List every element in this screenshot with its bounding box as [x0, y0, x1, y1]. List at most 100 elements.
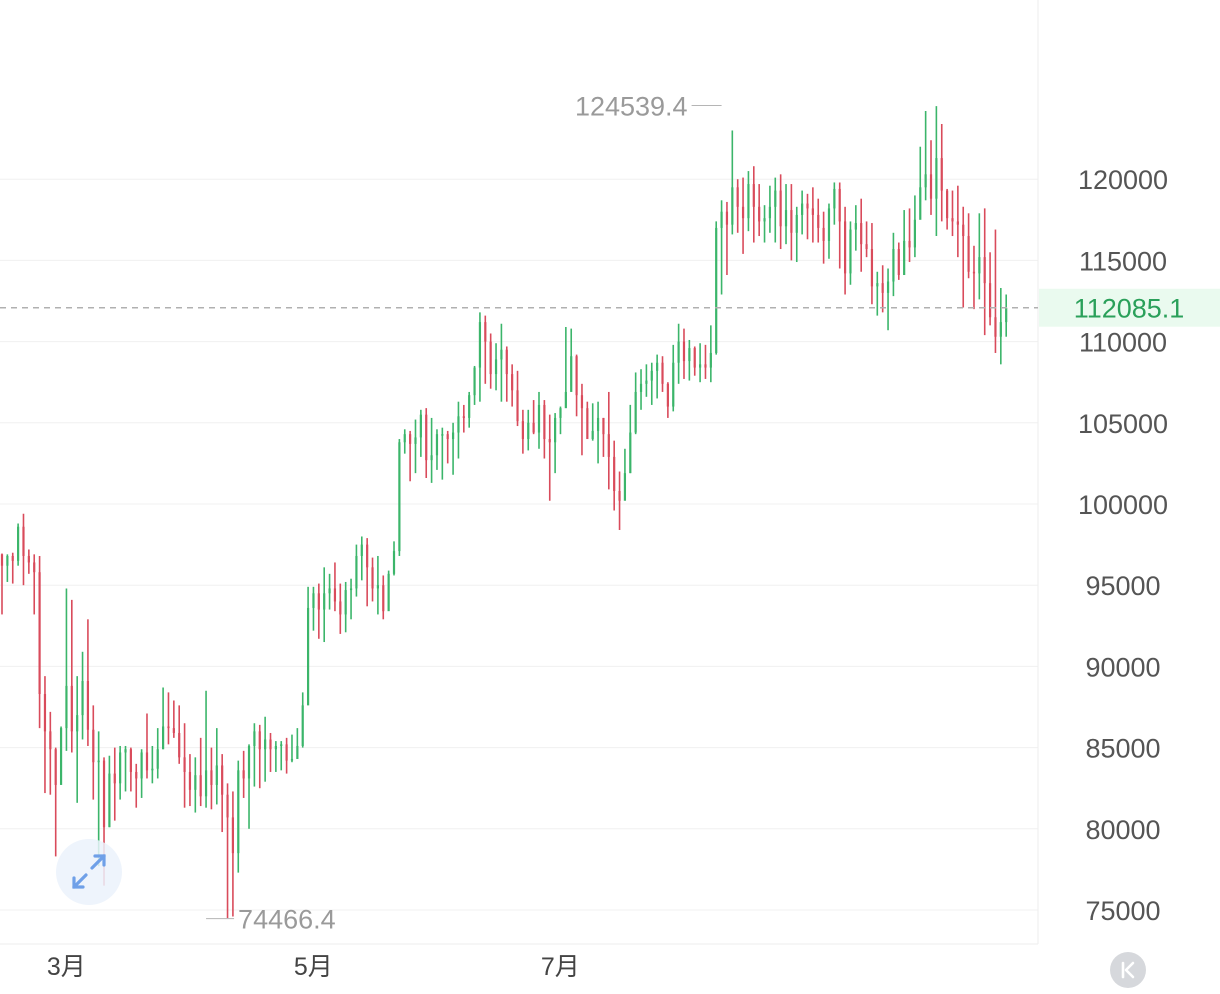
candle-down[interactable] [27, 549, 30, 574]
candle-up[interactable] [274, 741, 277, 772]
candle-down[interactable] [167, 692, 170, 745]
candle-up[interactable] [323, 567, 326, 643]
candle-up[interactable] [119, 745, 122, 800]
candle-up[interactable] [833, 182, 836, 225]
candle-down[interactable] [484, 315, 487, 384]
candle-down[interactable] [870, 223, 874, 305]
candle-down[interactable] [940, 123, 943, 222]
candle-up[interactable] [204, 690, 208, 808]
candle-down[interactable] [575, 354, 578, 417]
candle-up[interactable] [156, 728, 159, 779]
candle-down[interactable] [285, 737, 288, 774]
candle-down[interactable] [145, 713, 149, 779]
candle-up[interactable] [473, 365, 476, 405]
candle-up[interactable] [194, 757, 197, 813]
candle-up[interactable] [554, 413, 557, 474]
candle-up[interactable] [639, 369, 643, 410]
candle-down[interactable] [946, 188, 949, 230]
candle-down[interactable] [865, 221, 868, 258]
candle-up[interactable] [65, 588, 68, 751]
candle-down[interactable] [741, 177, 745, 254]
candle-up[interactable] [81, 651, 84, 740]
candle-up[interactable] [720, 200, 723, 295]
candle-down[interactable] [843, 206, 847, 295]
candle-down[interactable] [580, 383, 584, 456]
candle-up[interactable] [677, 323, 680, 384]
candle-up[interactable] [827, 203, 831, 259]
candle-down[interactable] [758, 184, 761, 237]
candle-down[interactable] [231, 791, 235, 917]
candle-up[interactable] [392, 541, 396, 576]
candle-down[interactable] [113, 747, 116, 821]
candle-up[interactable] [699, 343, 702, 383]
candle-down[interactable] [521, 409, 524, 454]
candle-down[interactable] [339, 583, 342, 634]
candle-up[interactable] [924, 110, 927, 201]
candle-up[interactable] [151, 745, 154, 784]
candle-up[interactable] [349, 578, 353, 620]
candle-up[interactable] [763, 205, 766, 243]
candle-down[interactable] [269, 732, 272, 772]
candle-up[interactable] [596, 401, 600, 464]
candle-down[interactable] [188, 754, 192, 807]
candle-up[interactable] [398, 439, 401, 556]
candle-up[interactable] [709, 325, 712, 383]
candle-up[interactable] [387, 570, 390, 612]
candle-up[interactable] [312, 586, 315, 631]
candle-up[interactable] [76, 676, 79, 803]
candle-down[interactable] [178, 705, 181, 764]
candle-up[interactable] [296, 728, 299, 759]
candle-down[interactable] [983, 208, 986, 336]
candle-down[interactable] [317, 583, 320, 639]
candle-up[interactable] [215, 728, 218, 805]
candle-up[interactable] [162, 687, 165, 750]
candle-down[interactable] [371, 557, 374, 602]
candle-down[interactable] [129, 747, 132, 792]
candle-down[interactable] [806, 193, 809, 240]
candle-up[interactable] [570, 328, 573, 392]
candle-down[interactable] [33, 554, 36, 615]
candle-down[interactable] [962, 206, 965, 308]
candle-down[interactable] [333, 562, 337, 612]
candle-up[interactable] [919, 146, 922, 220]
candle-up[interactable] [290, 734, 294, 763]
candle-up[interactable] [688, 339, 691, 381]
candle-down[interactable] [752, 166, 755, 243]
candle-down[interactable] [199, 737, 202, 807]
candle-down[interactable] [790, 184, 793, 261]
candle-up[interactable] [140, 749, 143, 798]
candle-up[interactable] [360, 536, 363, 581]
candle-up[interactable] [328, 573, 331, 610]
candle-down[interactable] [172, 700, 175, 738]
candle-up[interactable] [784, 184, 788, 245]
candle-up[interactable] [774, 177, 777, 243]
candle-up[interactable] [435, 429, 439, 470]
candle-up[interactable] [913, 195, 916, 258]
candle-down[interactable] [226, 783, 229, 919]
candle-down[interactable] [618, 471, 621, 530]
candle-down[interactable] [811, 187, 814, 243]
candle-down[interactable] [661, 356, 664, 392]
candle-up[interactable] [108, 755, 111, 828]
candle-up[interactable] [478, 312, 482, 402]
candle-up[interactable] [634, 372, 637, 435]
candle-up[interactable] [537, 391, 541, 449]
candle-down[interactable] [693, 346, 696, 376]
candle-up[interactable] [494, 343, 498, 391]
candle-down[interactable] [860, 198, 863, 272]
candle-down[interactable] [682, 328, 686, 379]
candle-up[interactable] [253, 723, 256, 787]
candle-down[interactable] [221, 754, 224, 833]
candle-up[interactable] [656, 354, 659, 399]
candle-up[interactable] [892, 232, 895, 297]
candle-down[interactable] [548, 414, 551, 501]
candle-up[interactable] [886, 268, 890, 331]
candle-up[interactable] [451, 422, 455, 475]
candle-down[interactable] [532, 400, 535, 435]
candle-down[interactable] [11, 552, 14, 584]
candle-up[interactable] [854, 205, 857, 251]
candle-down[interactable] [908, 208, 911, 263]
candle-down[interactable] [822, 211, 825, 264]
candle-up[interactable] [247, 744, 251, 829]
candle-up[interactable] [457, 401, 460, 459]
